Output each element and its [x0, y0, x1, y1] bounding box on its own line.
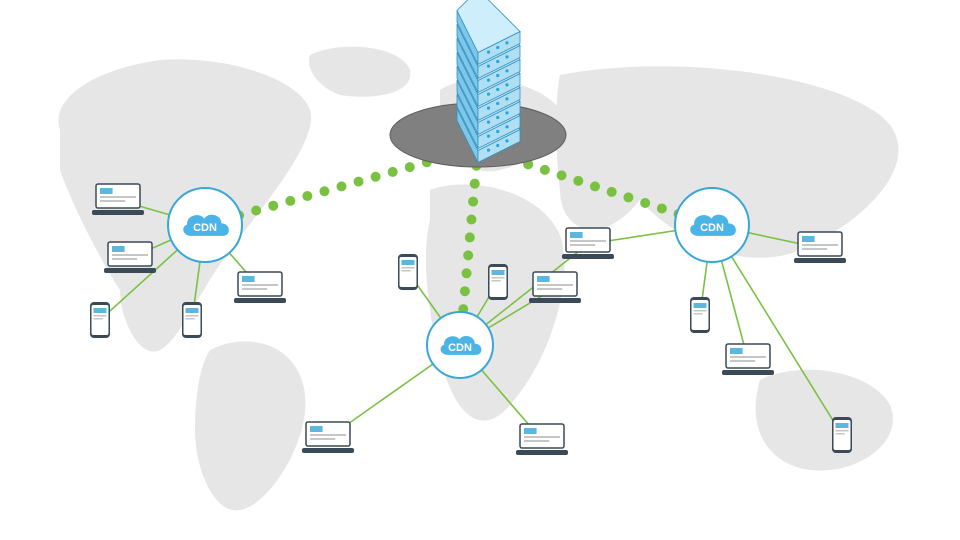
- server-led: [505, 111, 508, 114]
- server-led: [505, 139, 508, 142]
- dotted-link-dot: [463, 250, 473, 260]
- server-led: [487, 79, 490, 82]
- dotted-link-dot: [285, 196, 295, 206]
- server-led: [496, 130, 499, 133]
- dotted-link-dot: [354, 177, 364, 187]
- server-led: [496, 88, 499, 91]
- server-led: [487, 121, 490, 124]
- server-led: [487, 149, 490, 152]
- dotted-link-dot: [623, 192, 633, 202]
- device-laptop: [722, 342, 774, 378]
- dotted-link-dot: [319, 186, 329, 196]
- origin-server: [380, 0, 576, 173]
- device-phone: [488, 264, 508, 300]
- device-laptop: [104, 240, 156, 276]
- dotted-link-dot: [590, 181, 600, 191]
- server-led: [487, 93, 490, 96]
- server-led: [505, 125, 508, 128]
- dotted-link-dot: [302, 191, 312, 201]
- dotted-link-dot: [268, 201, 278, 211]
- cdn-label: CDN: [448, 342, 472, 354]
- dotted-link-dot: [607, 187, 617, 197]
- cdn-west: CDN: [167, 187, 243, 263]
- dotted-link-dot: [337, 181, 347, 191]
- server-led: [505, 41, 508, 44]
- cdn-label: CDN: [193, 222, 217, 234]
- device-phone: [90, 302, 110, 338]
- dotted-link-dot: [573, 176, 583, 186]
- cdn-east: CDN: [674, 187, 750, 263]
- device-phone: [398, 254, 418, 290]
- server-led: [496, 116, 499, 119]
- cdn-center: CDN: [426, 311, 494, 379]
- device-phone: [182, 302, 202, 338]
- device-laptop: [794, 230, 846, 266]
- server-led: [487, 65, 490, 68]
- server-led: [496, 46, 499, 49]
- dotted-link-dot: [640, 198, 650, 208]
- dotted-link-dot: [468, 197, 478, 207]
- server-led: [505, 83, 508, 86]
- dotted-link-dot: [465, 232, 475, 242]
- dotted-link-dot: [251, 206, 261, 216]
- device-phone: [832, 417, 852, 453]
- dotted-link-dot: [460, 286, 470, 296]
- device-laptop: [234, 270, 286, 306]
- device-laptop: [92, 182, 144, 218]
- server-led: [496, 60, 499, 63]
- server-led: [496, 102, 499, 105]
- server-led: [496, 74, 499, 77]
- server-led: [487, 107, 490, 110]
- device-laptop: [516, 422, 568, 458]
- cdn-label: CDN: [700, 222, 724, 234]
- server-led: [496, 144, 499, 147]
- dotted-link-dot: [371, 172, 381, 182]
- device-laptop: [562, 226, 614, 262]
- server-led: [487, 135, 490, 138]
- diagram-stage: CDN CDN CDN: [0, 0, 960, 540]
- server-led: [505, 55, 508, 58]
- device-laptop: [529, 270, 581, 306]
- device-laptop: [302, 420, 354, 456]
- device-phone: [690, 297, 710, 333]
- server-led: [505, 69, 508, 72]
- dotted-link-dot: [470, 179, 480, 189]
- dotted-link-dot: [462, 268, 472, 278]
- dotted-link-dot: [466, 215, 476, 225]
- server-led: [487, 51, 490, 54]
- server-led: [505, 97, 508, 100]
- dotted-link-dot: [657, 203, 667, 213]
